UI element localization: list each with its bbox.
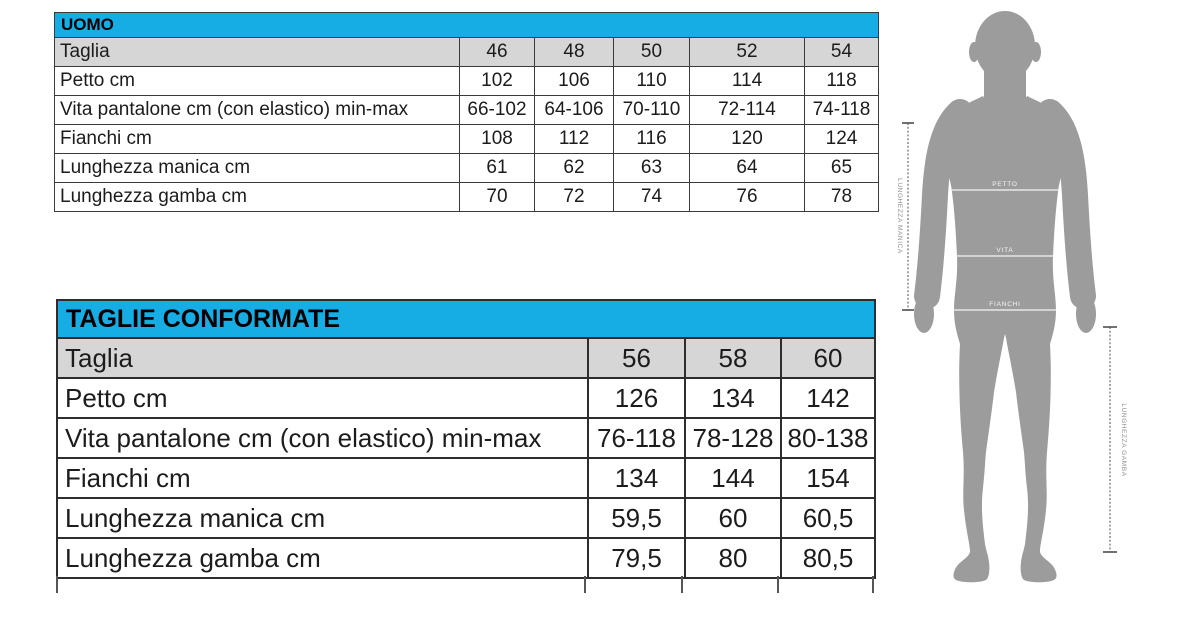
size-header-cell: 60	[780, 339, 874, 377]
row-label: Lunghezza manica cm	[65, 502, 326, 533]
table-border-stub	[681, 576, 683, 593]
value-cell: 74-118	[804, 96, 878, 124]
value-cell: 144	[684, 459, 780, 497]
value-cell: 102	[459, 67, 534, 95]
size-header-cell: 52	[689, 38, 804, 66]
taglie-conformate-table: TAGLIE CONFORMATE Taglia 56 58 60 Petto …	[56, 299, 876, 579]
value-cell: 63	[613, 154, 689, 182]
table-row-fianchi: Fianchi cm 134 144 154	[58, 457, 874, 497]
value-cell: 78-128	[684, 419, 780, 457]
table-row-taglia: Taglia 46 48 50 52 54	[55, 37, 878, 66]
value-cell: 66-102	[459, 96, 534, 124]
table-row-gamba: Lunghezza gamba cm 70 72 74 76 78	[55, 182, 878, 211]
chest-label: PETTO	[992, 181, 1018, 188]
table-row-taglia: Taglia 56 58 60	[58, 337, 874, 377]
value-cell: 112	[534, 125, 613, 153]
value-cell: 60,5	[780, 499, 874, 537]
value-cell: 126	[587, 379, 684, 417]
value-cell: 70-110	[613, 96, 689, 124]
table-row-gamba: Lunghezza gamba cm 79,5 80 80,5	[58, 537, 874, 577]
value-cell: 76-118	[587, 419, 684, 457]
row-label: Fianchi cm	[60, 128, 152, 149]
hips-label: FIANCHI	[989, 301, 1021, 308]
row-label: Vita pantalone cm (con elastico) min-max	[60, 99, 409, 120]
size-header-cell: 50	[613, 38, 689, 66]
value-cell: 116	[613, 125, 689, 153]
row-label: Petto cm	[60, 70, 135, 91]
table-row-manica: Lunghezza manica cm 61 62 63 64 65	[55, 153, 878, 182]
table-border-stub	[584, 576, 586, 593]
value-cell: 154	[780, 459, 874, 497]
value-cell: 61	[459, 154, 534, 182]
value-cell: 79,5	[587, 539, 684, 577]
sleeve-length-label: LUNGHEZZA MANICA	[896, 178, 903, 254]
row-label: Lunghezza gamba cm	[65, 542, 321, 573]
value-cell: 108	[459, 125, 534, 153]
uomo-size-table: UOMO Taglia 46 48 50 52 54 Petto cm 102 …	[54, 12, 879, 212]
value-cell: 76	[689, 183, 804, 211]
uomo-table-title: UOMO	[55, 13, 878, 37]
value-cell: 80	[684, 539, 780, 577]
size-header-cell: 46	[459, 38, 534, 66]
table-row-petto: Petto cm 126 134 142	[58, 377, 874, 417]
table-border-stub	[56, 576, 58, 593]
row-label-taglia: Taglia	[60, 41, 110, 62]
waist-label: VITA	[996, 247, 1013, 254]
row-label: Lunghezza gamba cm	[60, 186, 247, 207]
value-cell: 120	[689, 125, 804, 153]
table-row-manica: Lunghezza manica cm 59,5 60 60,5	[58, 497, 874, 537]
body-shape	[914, 11, 1096, 583]
value-cell: 106	[534, 67, 613, 95]
value-cell: 72-114	[689, 96, 804, 124]
row-label: Fianchi cm	[65, 462, 191, 493]
value-cell: 72	[534, 183, 613, 211]
value-cell: 134	[684, 379, 780, 417]
value-cell: 134	[587, 459, 684, 497]
table-row-fianchi: Fianchi cm 108 112 116 120 124	[55, 124, 878, 153]
value-cell: 70	[459, 183, 534, 211]
conformate-table-title: TAGLIE CONFORMATE	[58, 301, 874, 337]
table-row-vita: Vita pantalone cm (con elastico) min-max…	[58, 417, 874, 457]
value-cell: 62	[534, 154, 613, 182]
table-border-stub	[777, 576, 779, 593]
value-cell: 64	[689, 154, 804, 182]
leg-measure	[1103, 326, 1117, 553]
row-label: Lunghezza manica cm	[60, 157, 251, 178]
size-header-cell: 56	[587, 339, 684, 377]
row-label-taglia: Taglia	[65, 342, 133, 373]
row-label: Vita pantalone cm (con elastico) min-max	[65, 422, 542, 453]
value-cell: 118	[804, 67, 878, 95]
value-cell: 124	[804, 125, 878, 153]
value-cell: 59,5	[587, 499, 684, 537]
value-cell: 64-106	[534, 96, 613, 124]
sleeve-measure	[902, 122, 914, 311]
size-header-cell: 58	[684, 339, 780, 377]
body-measure-lines	[952, 189, 1058, 311]
value-cell: 80,5	[780, 539, 874, 577]
value-cell: 110	[613, 67, 689, 95]
size-header-cell: 48	[534, 38, 613, 66]
value-cell: 114	[689, 67, 804, 95]
value-cell: 74	[613, 183, 689, 211]
leg-length-label: LUNGHEZZA GAMBA	[1120, 403, 1127, 476]
value-cell: 65	[804, 154, 878, 182]
value-cell: 80-138	[780, 419, 874, 457]
table-row-petto: Petto cm 102 106 110 114 118	[55, 66, 878, 95]
row-label: Petto cm	[65, 382, 168, 413]
value-cell: 78	[804, 183, 878, 211]
table-row-vita: Vita pantalone cm (con elastico) min-max…	[55, 95, 878, 124]
table-border-stub	[872, 576, 874, 593]
value-cell: 142	[780, 379, 874, 417]
value-cell: 60	[684, 499, 780, 537]
size-header-cell: 54	[804, 38, 878, 66]
male-body-silhouette: PETTO VITA FIANCHI LUNGHEZZA MANICA LUNG…	[896, 11, 1127, 583]
